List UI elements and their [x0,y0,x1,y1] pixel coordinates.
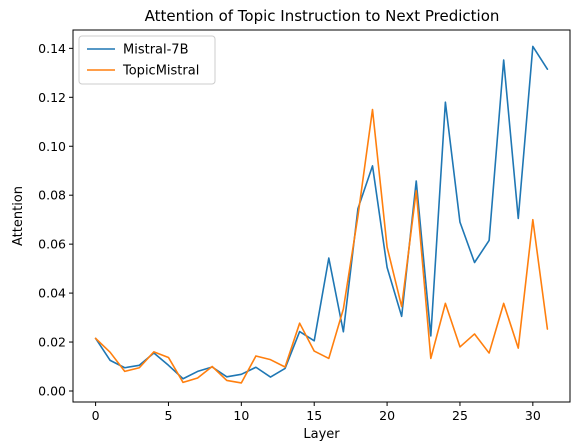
axes: 0 5 10 15 20 25 30 0.00 0.02 0.04 0.06 0.08 0.10 0.12… [38,41,541,423]
legend-label: Mistral-7B [123,43,189,58]
y-tick-label: 0.14 [38,41,66,56]
chart-title: Attention of Topic Instruction to Next P… [145,7,500,25]
y-tick-label: 0.10 [38,139,66,154]
y-tick-label: 0.04 [38,286,66,301]
y-axis-label: Attention [11,186,26,246]
plot-frame [72,29,571,403]
x-tick-label: 20 [379,408,395,423]
x-axis-label: Layer [303,427,340,442]
x-tick-label: 5 [164,408,172,423]
series-line-1 [94,108,549,384]
plot-area [94,45,549,384]
legend-box [78,35,216,85]
x-tick-label: 10 [233,408,249,423]
legend-label: TopicMistral [122,64,199,79]
x-tick-label: 25 [452,408,468,423]
y-tick-label: 0.00 [38,383,66,398]
y-tick-label: 0.06 [38,237,66,252]
series-line-0 [94,45,549,380]
y-tick-label: 0.08 [38,188,66,203]
x-tick-label: 15 [306,408,322,423]
x-tick-label: 30 [525,408,541,423]
legend: Mistral-7B TopicMistral [78,35,216,85]
y-tick-label: 0.02 [38,335,66,350]
y-tick-label: 0.12 [38,90,66,105]
x-tick-label: 0 [92,408,100,423]
